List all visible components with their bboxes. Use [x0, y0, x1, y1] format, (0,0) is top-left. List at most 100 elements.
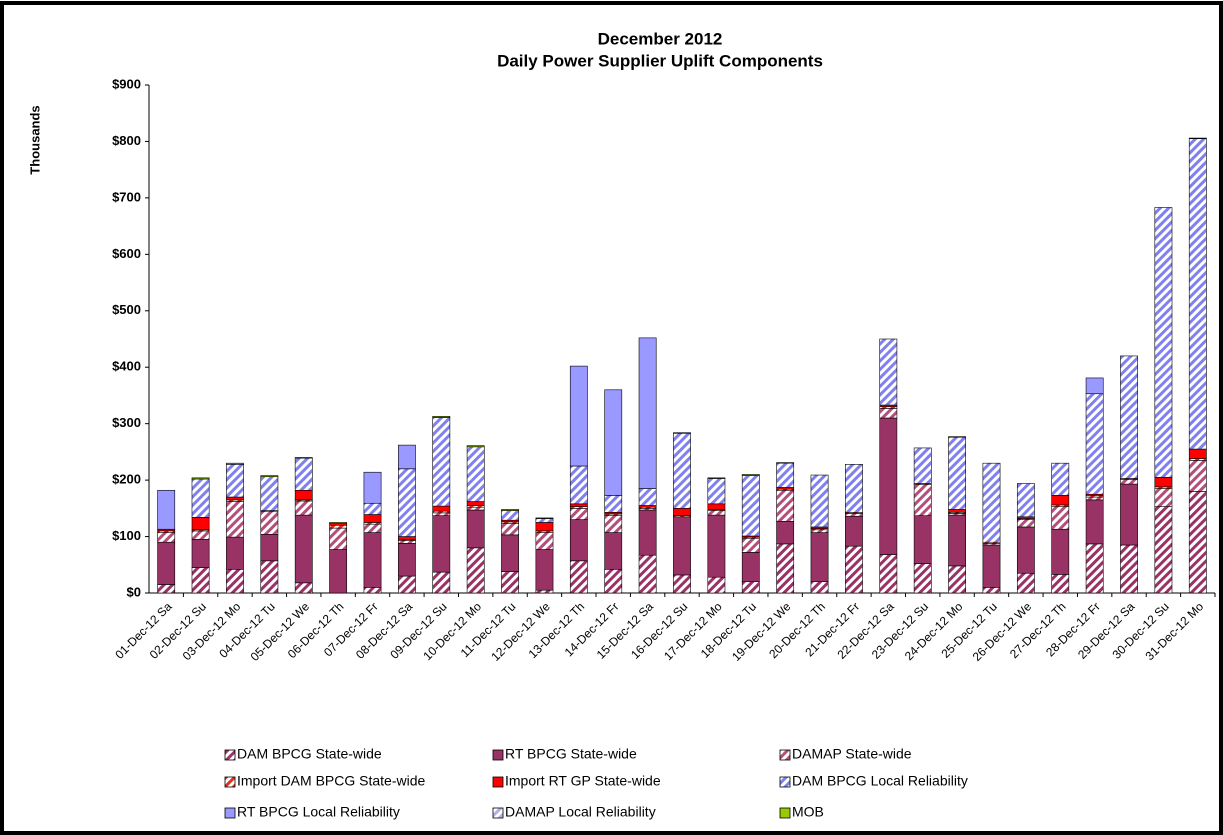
bar-segment — [1051, 506, 1070, 530]
bar-segment — [226, 536, 244, 570]
bar-segment — [535, 532, 554, 550]
bar-segment — [535, 522, 554, 532]
bar-segment — [191, 530, 210, 540]
bar-segment — [810, 532, 829, 583]
bar-segment — [398, 543, 416, 577]
bar-segment — [776, 489, 795, 522]
bar-segment — [363, 502, 382, 515]
legend-label: DAMAP State-wide — [792, 746, 912, 762]
bar-segment — [845, 513, 863, 517]
bar-segment — [294, 582, 313, 594]
bar-segment — [638, 554, 657, 594]
bar-segment — [260, 511, 279, 535]
bar-segment — [948, 514, 966, 567]
bar-segment — [466, 506, 485, 511]
bar-segment — [157, 541, 176, 585]
bar-segment — [1051, 574, 1070, 594]
bar-segment — [879, 417, 898, 555]
bar-segment — [1085, 499, 1104, 545]
bar-segment — [398, 468, 416, 537]
bar-segment — [1188, 138, 1207, 450]
bar-segment — [501, 509, 519, 511]
bar-segment — [432, 417, 451, 507]
bar-segment — [776, 462, 795, 464]
legend-label: RT BPCG State-wide — [505, 746, 637, 762]
bar-segment — [260, 476, 279, 511]
bar-segment — [879, 408, 898, 419]
bar-segment — [1188, 448, 1207, 459]
legend-swatch — [224, 749, 236, 761]
bar-segment — [432, 571, 451, 594]
bar-segment — [948, 436, 966, 438]
bar-segment — [226, 568, 244, 594]
bar-segment — [569, 365, 588, 467]
y-tick-label: $0 — [127, 584, 141, 599]
legend-label: RT BPCG Local Reliability — [237, 804, 400, 820]
y-tick-label: $200 — [112, 472, 141, 487]
legend-swatch — [492, 807, 504, 819]
bar-segment — [398, 536, 416, 540]
bar-segment — [948, 565, 966, 594]
bar-segment — [1085, 393, 1104, 495]
bar-segment — [191, 517, 210, 531]
legend-swatch — [492, 776, 504, 788]
bar-segment — [741, 475, 760, 537]
bar-segment — [707, 576, 726, 594]
bar-segment — [1051, 528, 1070, 575]
bar-segment — [226, 462, 244, 465]
bar-segment — [363, 523, 382, 533]
bar-segment — [1085, 377, 1104, 395]
y-tick-label: $500 — [112, 302, 141, 317]
bar-segment — [398, 540, 416, 544]
legend-label: Import RT GP State-wide — [505, 773, 661, 789]
y-axis-label: Thousands — [27, 105, 42, 174]
chart-subtitle: Daily Power Supplier Uplift Components — [497, 51, 823, 70]
bar-segment — [294, 457, 313, 459]
bar-segment — [1085, 543, 1104, 594]
bar-segment — [260, 533, 279, 562]
bar-segment — [466, 445, 485, 448]
bar-segment — [466, 509, 485, 549]
bar-segment — [707, 478, 726, 505]
bar-segment — [604, 568, 623, 594]
bar-segment — [226, 496, 244, 501]
bar-segment — [501, 510, 519, 521]
y-tick-label: $100 — [112, 528, 141, 543]
bar-segment — [741, 552, 760, 583]
bar-segment — [1120, 544, 1138, 594]
bar-segment — [329, 527, 348, 550]
bar-segment — [226, 464, 244, 498]
bar-segment — [604, 515, 623, 533]
bar-segment — [638, 509, 657, 556]
bar-segment — [191, 539, 210, 568]
bar-segment — [260, 475, 279, 478]
bar-segment — [1120, 479, 1138, 485]
bar-segment — [1085, 496, 1104, 501]
bar-segment — [226, 501, 244, 538]
y-tick-label: $600 — [112, 246, 141, 261]
bar-segment — [569, 508, 588, 520]
bar-segment — [569, 560, 588, 594]
y-tick-label: $900 — [112, 76, 141, 91]
bar-segment — [260, 560, 279, 594]
legend-swatch — [779, 776, 791, 788]
bar-segment — [535, 517, 554, 519]
chart-title: December 2012 — [598, 29, 723, 48]
bar-segment — [1154, 476, 1173, 488]
bar-segment — [466, 547, 485, 594]
bar-segment — [638, 337, 657, 489]
bar-segment — [294, 500, 313, 516]
bar-segment — [879, 554, 898, 594]
bar-segment — [948, 436, 966, 510]
bar-segment — [432, 505, 451, 512]
bar-segment — [432, 416, 451, 418]
bar-segment — [535, 549, 554, 591]
bar-segment — [1120, 355, 1138, 479]
bar-segment — [363, 532, 382, 588]
bar-segment — [673, 432, 691, 434]
bar-segment — [157, 489, 176, 530]
bar-segment — [569, 519, 588, 562]
bar-segment — [604, 532, 623, 570]
bar-segment — [1051, 462, 1070, 496]
